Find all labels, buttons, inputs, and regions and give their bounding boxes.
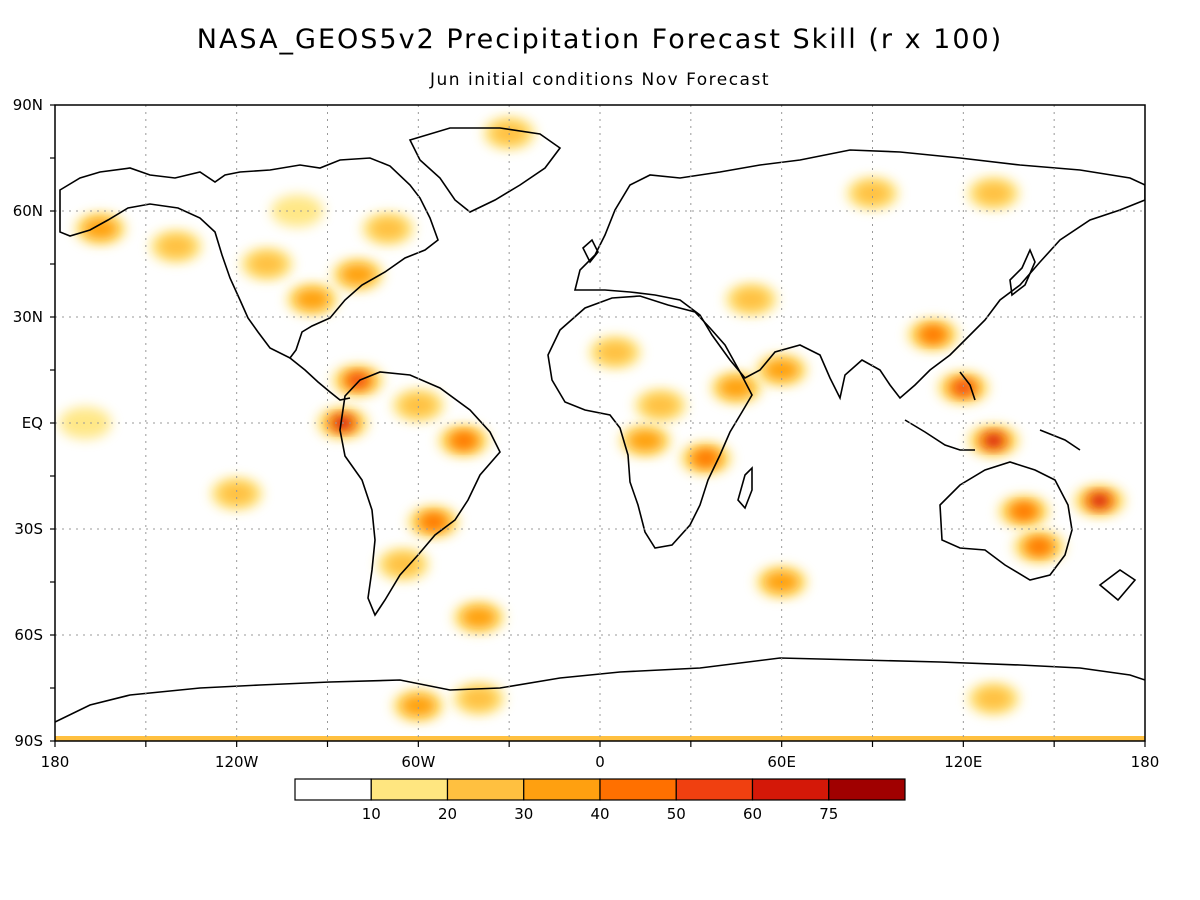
skill-region: [271, 195, 324, 227]
axis-ticks: [50, 104, 1146, 747]
lat-label: 90N: [13, 96, 43, 114]
skill-region: [331, 258, 384, 291]
colorbar-label: 75: [819, 805, 838, 823]
lat-label: 90S: [14, 732, 43, 750]
skill-region: [907, 318, 960, 351]
colorbar-swatch: [523, 778, 601, 801]
colorbar-swatch: [751, 778, 830, 801]
skill-region: [407, 505, 460, 538]
skill-region: [377, 548, 430, 581]
skill-region: [710, 371, 763, 404]
skill-region: [150, 230, 203, 263]
skill-region: [392, 689, 445, 722]
coastlines: [55, 127, 1145, 723]
skill-region: [74, 212, 127, 245]
skill-region: [846, 177, 899, 210]
colorbar-label: 30: [514, 805, 533, 823]
skill-region: [331, 364, 384, 397]
colorbar-label: 10: [362, 805, 381, 823]
lon-label: 120E: [944, 753, 982, 771]
colorbar-label: 40: [590, 805, 609, 823]
skill-region: [210, 477, 263, 510]
skill-region: [286, 283, 339, 316]
skill-field: [55, 117, 1145, 741]
skill-region: [937, 371, 990, 404]
southern-edge-band: [55, 736, 1145, 741]
skill-region: [725, 283, 778, 316]
skill-region: [967, 682, 1020, 715]
skill-region: [634, 389, 687, 422]
graticule: [55, 105, 1145, 741]
colorbar-swatch: [294, 778, 372, 801]
skill-region: [452, 601, 505, 634]
skill-region: [59, 407, 112, 439]
lon-axis-labels: 180 120W 60W 0 60E 120E 180: [41, 753, 1160, 771]
lat-label: 60S: [14, 626, 43, 644]
skill-region: [589, 336, 642, 369]
chart-subtitle: Jun initial conditions Nov Forecast: [430, 70, 770, 90]
skill-region: [1073, 484, 1126, 517]
lon-label: 60W: [401, 753, 435, 771]
lat-label: 30N: [13, 308, 43, 326]
lon-label: 60E: [767, 753, 796, 771]
colorbar-swatch: [828, 778, 906, 801]
lat-label: 60N: [13, 202, 43, 220]
lon-label: 180: [1131, 753, 1160, 771]
skill-region: [392, 389, 445, 422]
lon-label: 180: [41, 753, 70, 771]
colorbar-swatch: [446, 778, 525, 801]
skill-region: [619, 424, 672, 457]
colorbar-label: 60: [743, 805, 762, 823]
lat-label: EQ: [22, 414, 43, 432]
chart-title: NASA_GEOS5v2 Precipitation Forecast Skil…: [196, 24, 1004, 55]
skill-region: [967, 424, 1020, 457]
colorbar-swatch: [599, 778, 677, 801]
colorbar-label: 50: [667, 805, 686, 823]
colorbar-swatch: [675, 778, 754, 801]
skill-region: [679, 442, 732, 475]
lat-label: 30S: [14, 520, 43, 538]
skill-region: [240, 248, 293, 280]
colorbar-label: 20: [438, 805, 457, 823]
skill-region: [452, 682, 505, 715]
skill-region: [362, 212, 415, 245]
skill-region: [437, 424, 490, 457]
skill-region: [1013, 530, 1066, 563]
skill-region: [997, 495, 1050, 528]
lon-label: 0: [595, 753, 605, 771]
colorbar: 10 20 30 40 50 60 75: [294, 778, 906, 823]
skill-region: [967, 177, 1020, 210]
skill-region: [755, 354, 808, 386]
lon-label: 120W: [215, 753, 259, 771]
lat-axis-labels: 90N 60N 30N EQ 30S 60S 90S: [13, 96, 43, 750]
colorbar-swatch: [370, 778, 449, 801]
